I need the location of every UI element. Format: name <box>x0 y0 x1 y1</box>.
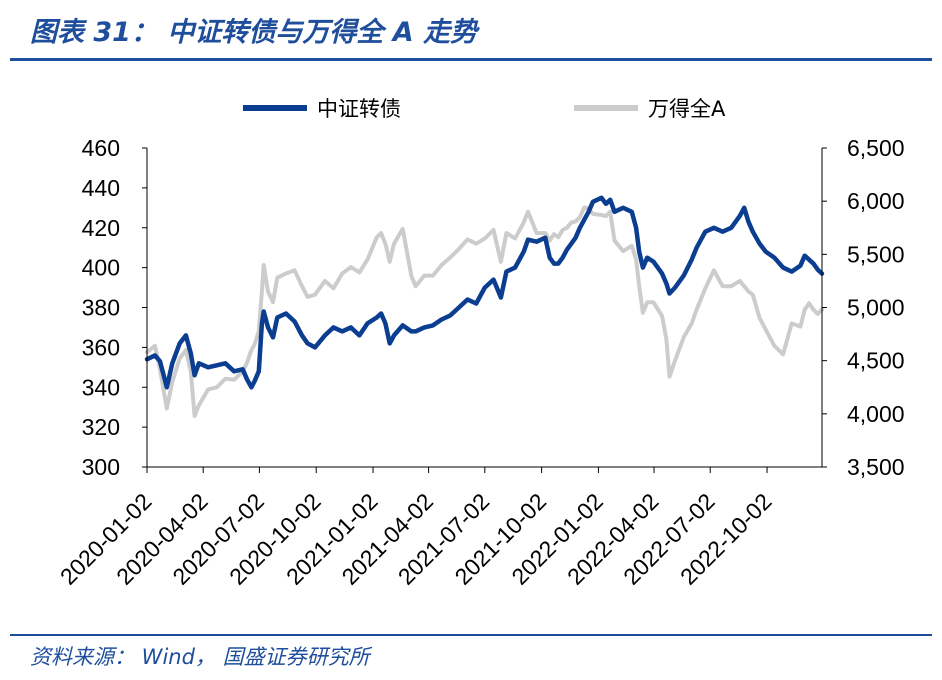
source-note: 资料来源： Wind， 国盛证券研究所 <box>30 645 370 669</box>
series-line-wind-a <box>145 205 824 418</box>
legend-label: 中证转债 <box>317 97 401 121</box>
right-tick-label: 4,000 <box>847 401 905 427</box>
page-title: 图表 31： 中证转债与万得全 A 走势 <box>30 17 478 48</box>
left-tick-label: 420 <box>82 215 120 241</box>
footer-divider <box>10 634 932 636</box>
legend-label: 万得全A <box>648 97 726 121</box>
title-divider <box>10 58 932 61</box>
right-tick-label: 4,500 <box>847 348 905 374</box>
right-tick-label: 5,500 <box>847 241 905 267</box>
chart-legend: 中证转债 万得全A <box>243 97 726 121</box>
left-tick-label: 340 <box>82 374 120 400</box>
left-tick-label: 320 <box>82 414 120 440</box>
left-tick-label: 300 <box>82 454 120 480</box>
left-tick-label: 440 <box>82 175 120 201</box>
right-tick-label: 5,000 <box>847 295 905 321</box>
line-chart: 中证转债 万得全A 460 440 420 400 380 360 340 320 300 6,50… <box>55 97 905 590</box>
right-tick-label: 6,000 <box>847 188 905 214</box>
left-tick-label: 360 <box>82 334 120 360</box>
series-line-cb-index <box>144 195 825 390</box>
series-lines <box>144 195 825 418</box>
left-tick-label: 400 <box>82 255 120 281</box>
right-tick-label: 3,500 <box>847 454 905 480</box>
right-tick-label: 6,500 <box>847 135 905 161</box>
left-tick-label: 380 <box>82 295 120 321</box>
chart-axes: 460 440 420 400 380 360 340 320 300 6,500 6,000 5,5… <box>55 135 905 590</box>
left-tick-label: 460 <box>82 135 120 161</box>
